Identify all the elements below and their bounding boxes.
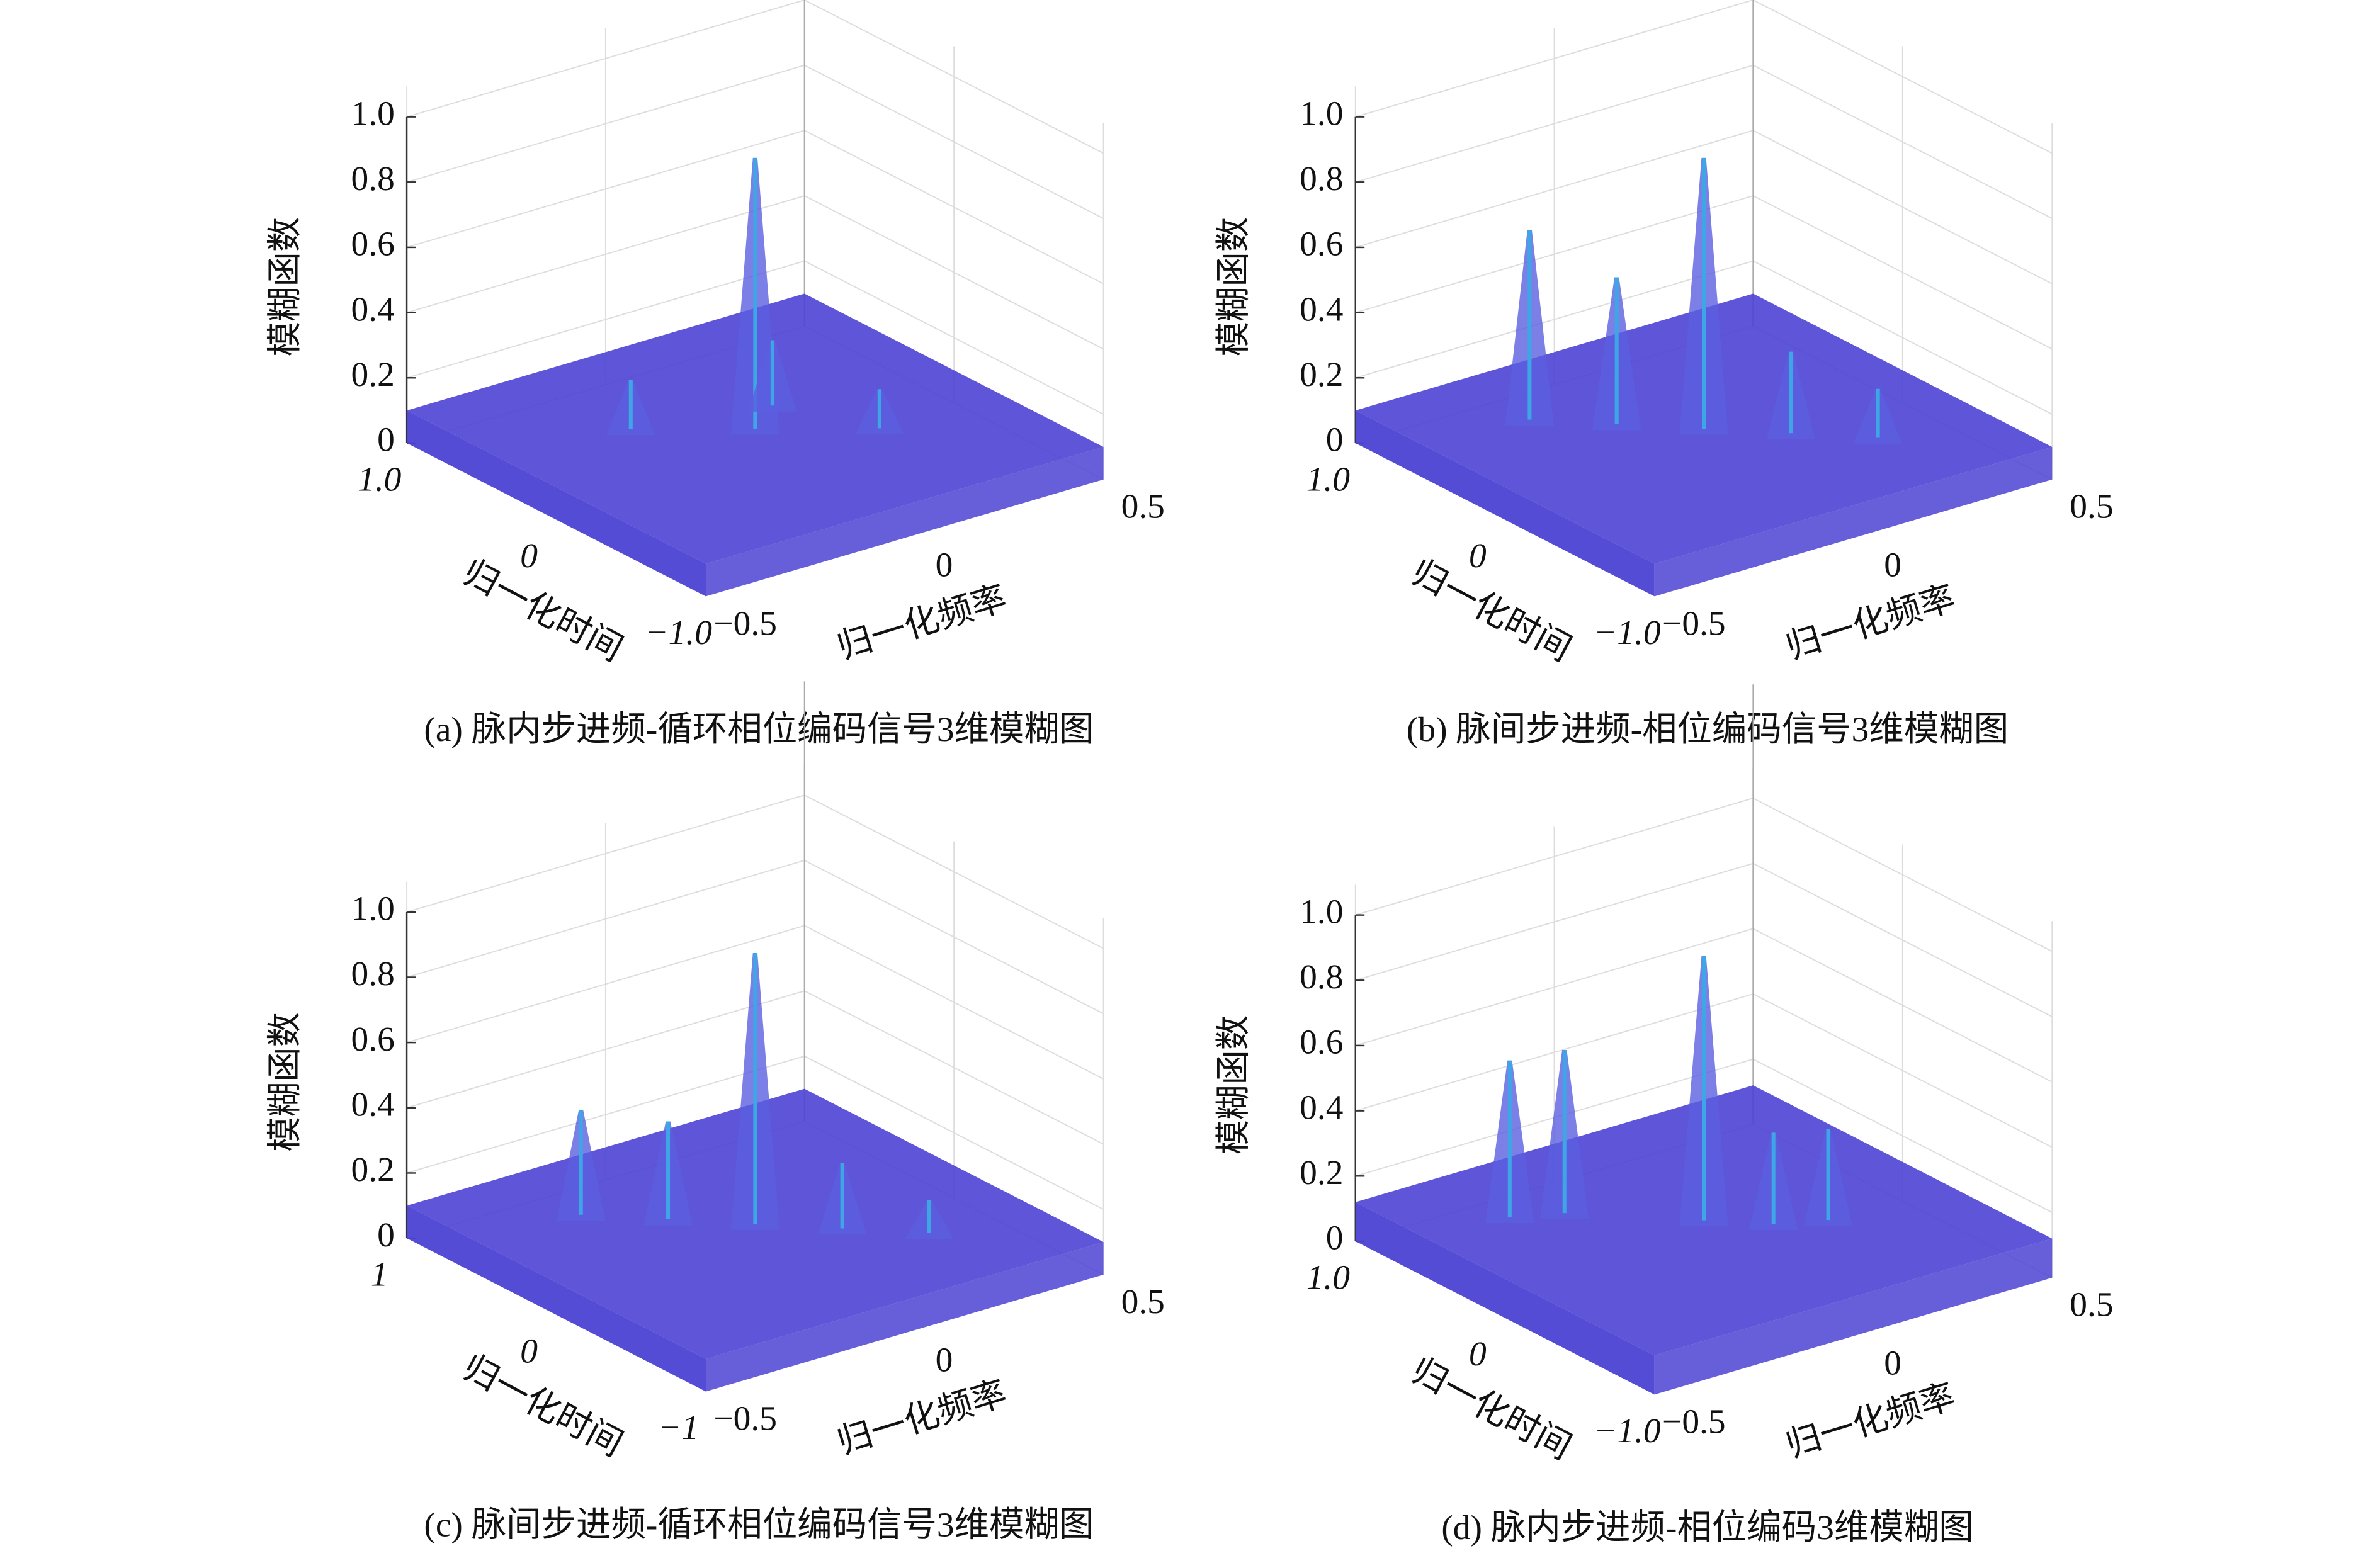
grid-line — [1355, 0, 2053, 154]
z-axis-label: 模糊函数 — [266, 217, 304, 357]
panel: 00.20.40.60.81.01.00−1.0 −0.500.5模糊函数归一化时… — [1214, 684, 2114, 1547]
z-tick-label: 0.6 — [351, 225, 395, 263]
y-tick-label: −0.5 — [713, 604, 777, 642]
z-tick-label: 0.8 — [351, 159, 395, 198]
x-tick-label: −1.0 — [1594, 613, 1661, 652]
caption: (d) 脉内步进频-相位编码3维模糊图 — [1441, 1508, 1973, 1547]
x-tick-label: 0 — [1469, 1334, 1487, 1373]
z-tick-label: 0.4 — [351, 1085, 395, 1124]
z-tick-label: 0.6 — [351, 1020, 395, 1058]
z-axis-label: 模糊函数 — [1214, 217, 1252, 357]
z-tick-label: 0.2 — [351, 355, 395, 393]
z-tick-label: 0 — [377, 420, 395, 459]
x-axis-label: 归一化时间 — [456, 1348, 628, 1464]
z-tick-label: 1.0 — [1300, 94, 1343, 132]
y-axis-label: 归一化频率 — [1781, 1377, 1959, 1464]
z-tick-label: 0 — [1326, 420, 1344, 459]
surface-side — [705, 1242, 1104, 1392]
x-tick-label: −1 — [658, 1408, 699, 1447]
y-tick-label: 0 — [936, 546, 953, 584]
x-tick-label: 0 — [520, 536, 538, 575]
x-axis-label: 归一化时间 — [1405, 1351, 1577, 1467]
z-tick-label: 0.2 — [1300, 1153, 1343, 1192]
z-tick-label: 0 — [1326, 1219, 1344, 1257]
panel: 00.20.40.60.81.01.00−1.0 −0.500.5模糊函数归一化时… — [1214, 0, 2114, 748]
x-tick-label: 0 — [1469, 536, 1487, 575]
x-tick-label: 1.0 — [358, 460, 402, 498]
x-tick-label: 1 — [371, 1255, 388, 1294]
z-tick-label: 1.0 — [351, 94, 395, 132]
grid-line — [1355, 797, 2053, 952]
x-axis-label: 归一化时间 — [456, 553, 628, 669]
caption: (c) 脉间步进频-循环相位编码信号3维模糊图 — [424, 1505, 1094, 1543]
surface-side — [407, 1205, 706, 1392]
z-tick-label: 1.0 — [1300, 892, 1343, 930]
z-tick-label: 0.6 — [1300, 225, 1343, 263]
x-tick-label: 1.0 — [1306, 460, 1351, 498]
z-tick-label: 0.4 — [351, 290, 395, 328]
z-tick-label: 1.0 — [351, 889, 395, 928]
y-axis-label: 归一化频率 — [833, 1374, 1011, 1461]
z-tick-label: 0.2 — [1300, 355, 1343, 393]
z-tick-label: 0.4 — [1300, 1088, 1343, 1126]
surface-side — [705, 446, 1104, 597]
z-axis-label: 模糊函数 — [266, 1012, 304, 1152]
z-tick-label: 0.8 — [351, 954, 395, 993]
x-axis-label: 归一化时间 — [1405, 553, 1577, 669]
x-tick-label: −1.0 — [645, 613, 712, 652]
surface-side — [1654, 1238, 2053, 1395]
surface-side — [1654, 446, 2053, 597]
z-tick-label: 0.8 — [1300, 957, 1343, 996]
y-tick-label: 0 — [1884, 546, 1901, 584]
y-axis-label: 归一化频率 — [833, 578, 1011, 666]
caption: (b) 脉间步进频-相位编码信号3维模糊图 — [1407, 710, 2009, 748]
y-tick-label: 0 — [1884, 1344, 1901, 1382]
y-tick-label: −0.5 — [1662, 1402, 1726, 1440]
surface-side — [1355, 1202, 1655, 1395]
z-tick-label: 0.2 — [351, 1150, 395, 1188]
grid-line — [406, 0, 1104, 154]
y-tick-label: −0.5 — [1662, 604, 1726, 642]
y-tick-label: 0.5 — [1121, 487, 1165, 526]
grid-line — [406, 794, 1104, 949]
x-tick-label: −1.0 — [1594, 1411, 1661, 1450]
z-tick-label: 0 — [377, 1216, 395, 1254]
z-axis-label: 模糊函数 — [1214, 1015, 1252, 1155]
y-tick-label: 0.5 — [2070, 487, 2113, 526]
surface-side — [1355, 410, 1655, 597]
surface-side — [407, 410, 706, 597]
z-tick-label: 0.6 — [1300, 1023, 1343, 1061]
y-tick-label: −0.5 — [713, 1399, 777, 1438]
x-tick-label: 0 — [520, 1331, 538, 1370]
z-tick-label: 0.8 — [1300, 159, 1343, 198]
y-tick-label: 0.5 — [1121, 1282, 1165, 1321]
panel: 00.20.40.60.81.01.00−1.0 −0.500.5模糊函数归一化时… — [266, 0, 1165, 748]
y-tick-label: 0.5 — [2070, 1285, 2113, 1324]
z-tick-label: 0.4 — [1300, 290, 1343, 328]
y-tick-label: 0 — [936, 1341, 953, 1379]
x-tick-label: 1.0 — [1306, 1258, 1351, 1296]
y-axis-label: 归一化频率 — [1781, 578, 1959, 666]
caption: (a) 脉内步进频-循环相位编码信号3维模糊图 — [424, 710, 1094, 748]
